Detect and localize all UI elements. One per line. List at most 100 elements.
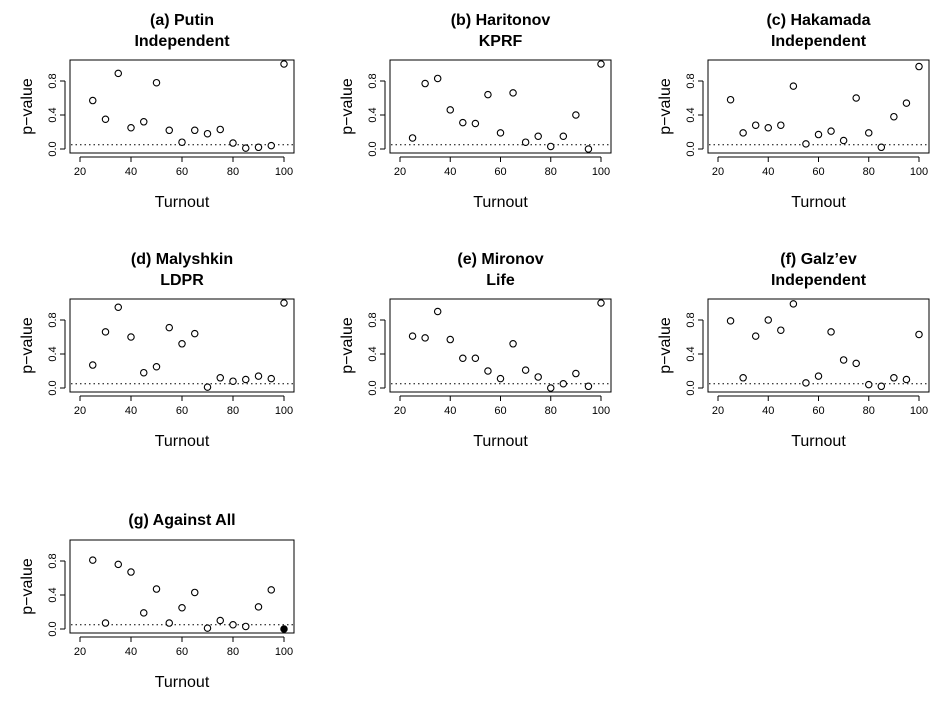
x-tick-label: 80 [863, 166, 875, 178]
data-point [726, 95, 735, 104]
x-tick-label: 100 [592, 166, 610, 178]
x-tick-label: 40 [762, 405, 774, 417]
panel-title: (a) Putin [150, 12, 214, 29]
y-tick-label: 0.0 [685, 141, 697, 156]
panel-subtitle: Life [486, 272, 515, 289]
panel-subtitle: LDPR [160, 272, 204, 289]
x-tick-label: 20 [74, 646, 86, 658]
plot-frame [69, 59, 295, 154]
data-point [496, 374, 505, 383]
data-point [140, 609, 148, 617]
x-tick-label: 40 [125, 166, 137, 178]
data-point [459, 118, 467, 127]
data-point [229, 620, 237, 629]
data-point [559, 379, 568, 388]
y-tick-label: 0.0 [47, 380, 59, 395]
x-tick-label: 100 [275, 405, 293, 417]
data-point [408, 134, 417, 142]
panel-2: (b) Haritonov KPRF 20 40 60 80 100 Turnout 0.0 0.… [339, 12, 612, 211]
data-point [572, 369, 580, 378]
x-axis-label: Turnout [155, 194, 210, 211]
x-tick-label: 100 [910, 405, 928, 417]
data-point [509, 340, 517, 348]
panel-subtitle: KPRF [479, 33, 523, 50]
data-point [89, 361, 97, 369]
data-point [101, 115, 110, 124]
data-point [789, 300, 798, 308]
data-point [814, 372, 823, 380]
data-point [89, 556, 97, 564]
x-tick-label: 60 [176, 646, 188, 658]
data-point [471, 354, 480, 362]
x-tick-label: 20 [712, 166, 724, 178]
data-point [446, 106, 454, 114]
data-point [877, 143, 886, 152]
y-tick-label: 0.4 [685, 107, 697, 122]
data-point [484, 90, 492, 99]
data-point [814, 130, 823, 139]
data-point [471, 119, 480, 128]
data-point [521, 366, 530, 374]
data-point [864, 380, 873, 389]
data-point [559, 132, 568, 141]
data-point [101, 328, 110, 336]
data-point [827, 328, 835, 336]
data-point [165, 619, 174, 627]
panel-4: (d) Malyshkin LDPR 20 40 60 80 100 Turnout 0.0 0.… [19, 251, 295, 450]
x-tick-label: 60 [494, 405, 506, 417]
data-point [739, 374, 747, 382]
data-point [280, 299, 288, 307]
data-point [152, 362, 161, 371]
x-tick-label: 60 [812, 166, 824, 178]
y-tick-label: 0.8 [685, 312, 697, 327]
data-point [114, 69, 123, 78]
y-axis-label: p−value [19, 317, 36, 374]
data-point [890, 374, 898, 382]
panel-title: (e) Mironov [457, 251, 543, 268]
x-tick-label: 100 [592, 405, 610, 417]
data-point [521, 138, 530, 146]
y-tick-label: 0.0 [367, 141, 379, 156]
data-point [242, 375, 250, 384]
data-point [827, 127, 835, 135]
data-point [777, 326, 785, 334]
x-tick-label: 80 [863, 405, 875, 417]
y-tick-label: 0.0 [47, 141, 59, 156]
x-tick-label: 20 [74, 166, 86, 178]
data-point [254, 372, 263, 380]
data-point [877, 382, 886, 391]
data-point [191, 126, 199, 135]
x-tick-label: 40 [444, 166, 456, 178]
data-point [496, 129, 505, 137]
y-tick-label: 0.0 [47, 621, 59, 636]
panel-5: (e) Mironov Life 20 40 60 80 100 Turnout 0.0 0.4 0… [339, 251, 612, 450]
data-point [242, 144, 250, 152]
panel-title: (d) Malyshkin [131, 251, 233, 268]
y-tick-label: 0.0 [367, 380, 379, 395]
plot-frame [389, 59, 612, 154]
y-tick-label: 0.4 [47, 587, 59, 602]
panel-title: (c) Hakamada [766, 12, 870, 29]
data-point [178, 340, 186, 348]
data-point [229, 139, 237, 147]
data-point [597, 60, 605, 68]
data-point [280, 60, 288, 68]
y-tick-label: 0.8 [367, 312, 379, 327]
data-point [254, 603, 263, 611]
data-point [839, 356, 848, 364]
data-point [267, 586, 275, 594]
y-tick-label: 0.8 [685, 73, 697, 88]
y-tick-label: 0.4 [47, 107, 59, 122]
plot-frame [69, 298, 295, 393]
data-point [280, 625, 288, 633]
data-point [152, 585, 161, 593]
data-point [597, 299, 605, 307]
data-point [584, 145, 593, 153]
plot-frame [69, 539, 295, 634]
y-tick-label: 0.8 [47, 312, 59, 327]
data-point [191, 588, 199, 597]
data-point [777, 121, 785, 129]
data-point [726, 317, 735, 325]
data-point [902, 99, 911, 107]
data-point [408, 332, 417, 340]
